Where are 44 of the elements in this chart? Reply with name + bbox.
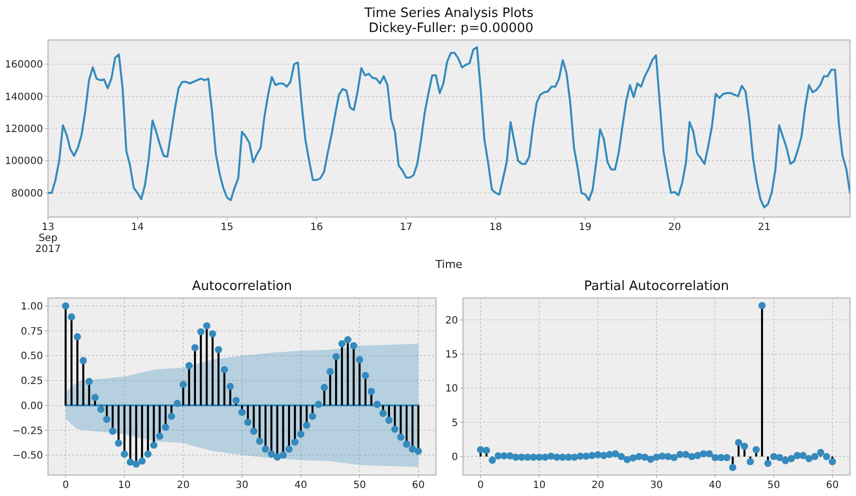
x-tick-label: 50 <box>767 480 780 491</box>
x-axis-title: Time <box>434 258 463 271</box>
x-tick-label: 0 <box>477 480 484 491</box>
x-tick-label: 13 Sep 2017 <box>35 222 61 255</box>
chart-title: Partial Autocorrelation <box>584 279 729 294</box>
x-tick-label: 10 <box>532 480 546 491</box>
y-tick-label: 0.75 <box>20 326 43 338</box>
x-tick-label: 14 <box>131 222 144 233</box>
x-tick-label: 18 <box>489 222 502 233</box>
y-tick-label: 10 <box>445 384 458 395</box>
y-tick-label: −0.50 <box>12 450 43 462</box>
x-tick-label: 60 <box>826 480 839 491</box>
x-tick-label: 30 <box>236 480 248 491</box>
chart-title: Autocorrelation <box>192 279 292 294</box>
x-tick-label: 50 <box>353 480 366 491</box>
x-tick-label: 20 <box>591 480 604 491</box>
x-tick-label: 16 <box>310 222 323 233</box>
y-tick-label: −0.25 <box>12 426 43 437</box>
x-tick-label: 20 <box>176 480 190 491</box>
x-tick-label: 30 <box>650 480 663 491</box>
x-tick-label: 40 <box>294 480 308 491</box>
y-tick-label: 0 <box>452 452 458 464</box>
y-tick-label: 160000 <box>4 60 43 71</box>
y-tick-label: 0.25 <box>20 376 43 388</box>
y-tick-label: 15 <box>445 350 458 361</box>
y-tick-label: 80000 <box>11 188 43 200</box>
x-tick-label: 19 <box>578 222 592 233</box>
x-tick-label: 10 <box>118 480 131 491</box>
y-tick-label: 5 <box>452 418 458 429</box>
x-tick-label: 40 <box>708 480 722 491</box>
y-tick-label: 120000 <box>4 124 43 135</box>
x-tick-label: 0 <box>62 480 69 491</box>
x-tick-label: 21 <box>758 222 771 233</box>
y-tick-label: 1.00 <box>20 301 43 312</box>
y-tick-label: 140000 <box>4 92 43 103</box>
x-tick-label: 15 <box>220 222 234 233</box>
x-tick-label: 17 <box>400 222 412 233</box>
y-tick-label: 20 <box>445 315 458 326</box>
y-tick-label: 100000 <box>4 156 43 168</box>
x-tick-label: 20 <box>668 222 682 233</box>
y-tick-label: 0.00 <box>20 400 43 412</box>
y-tick-label: 0.50 <box>20 351 43 362</box>
chart-title: Time Series Analysis Plots Dickey-Fuller: p=0.00000 <box>363 6 534 36</box>
x-tick-label: 60 <box>412 480 425 491</box>
